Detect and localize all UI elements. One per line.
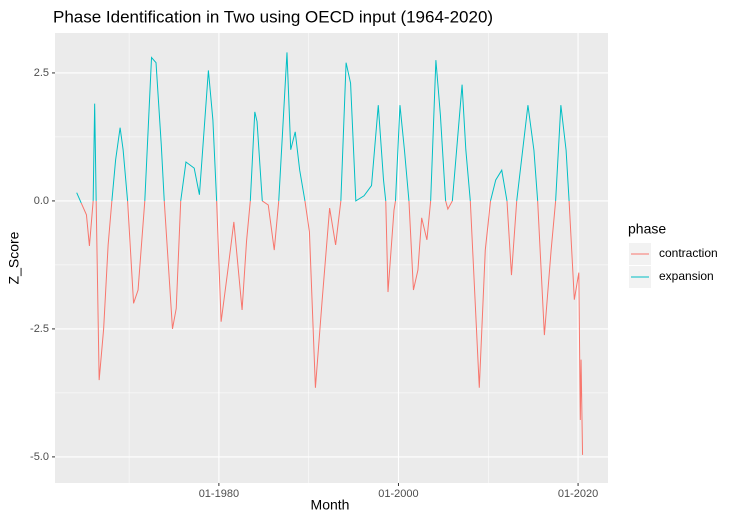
legend-label: contraction (659, 246, 718, 260)
legend-label: expansion (659, 269, 714, 283)
y-tick-label: 0.0 (34, 195, 49, 207)
x-axis-label: Month (311, 497, 350, 513)
y-tick-label: -5.0 (30, 451, 49, 463)
x-tick-label: 01-2000 (378, 488, 418, 500)
series-line (80, 200, 584, 455)
series-line (76, 52, 570, 204)
x-tick-label: 01-1980 (199, 488, 239, 500)
y-axis-label: Z_Score (6, 231, 22, 284)
chart-title: Phase Identification in Two using OECD i… (53, 7, 493, 26)
panel (55, 33, 608, 483)
legend-title: phase (628, 221, 666, 237)
x-tick-label: 01-2020 (558, 488, 598, 500)
y-tick-label: -2.5 (30, 323, 49, 335)
y-tick-label: 2.5 (34, 67, 49, 79)
